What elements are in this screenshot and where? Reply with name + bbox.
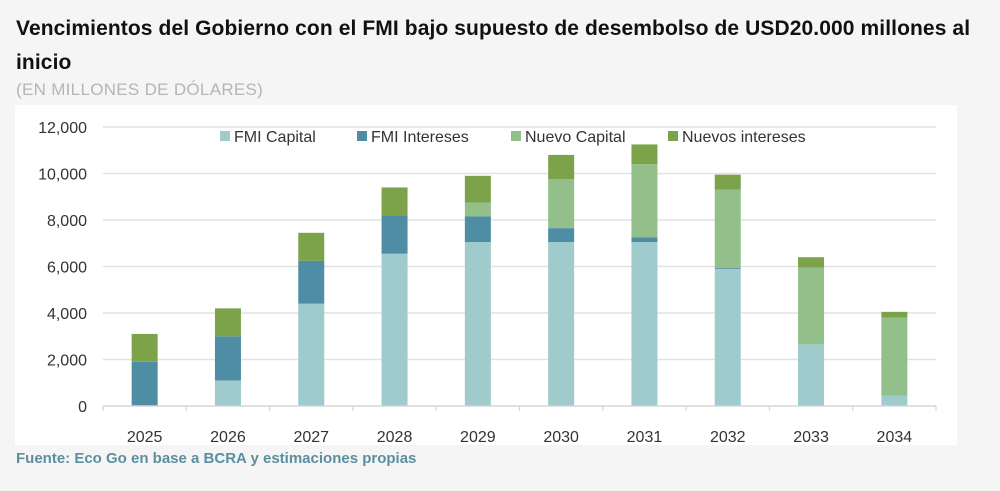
chart-title: Vencimientos del Gobierno con el FMI baj… (16, 17, 971, 74)
bar-nuevos-intereses-2029 (464, 175, 491, 203)
bar-fmi-intereses-2030 (548, 228, 575, 243)
x-tick-label: 2028 (377, 429, 413, 445)
bar-fmi-capital-2034 (881, 395, 908, 406)
x-tick-label: 2027 (293, 429, 329, 445)
bar-fmi-capital-2032 (714, 268, 741, 406)
bar-stack-2034 (881, 311, 908, 406)
bar-stack-2026 (214, 308, 241, 406)
bar-nuevo-capital-2030 (548, 179, 575, 229)
bar-nuevos-intereses-2031 (631, 144, 658, 165)
bar-stack-2030 (548, 154, 575, 406)
bar-nuevo-capital-2034 (881, 317, 908, 396)
legend-label: FMI Intereses (371, 129, 469, 146)
bar-fmi-capital-2029 (464, 242, 491, 406)
legend-swatch (511, 131, 521, 141)
gridlines (103, 126, 936, 361)
bar-nuevos-intereses-2028 (381, 187, 408, 216)
y-tick-label: 12,000 (38, 120, 87, 137)
x-tick-label: 2033 (793, 429, 829, 445)
bar-nuevos-intereses-2027 (298, 232, 325, 261)
bar-stack-2028 (381, 187, 408, 406)
bar-fmi-capital-2031 (631, 242, 658, 406)
bar-nuevos-intereses-2033 (798, 257, 825, 268)
x-tick-label: 2032 (710, 429, 746, 445)
chart-subtitle: (EN MILLONES DE DÓLARES) (16, 80, 264, 99)
bar-stack-2029 (464, 175, 491, 406)
bar-nuevo-capital-2031 (631, 164, 658, 238)
bar-stack-2027 (298, 232, 325, 406)
bar-nuevo-capital-2033 (798, 267, 825, 345)
bar-fmi-intereses-2029 (464, 216, 491, 243)
bar-fmi-intereses-2031 (631, 237, 658, 243)
bar-nuevos-intereses-2025 (131, 333, 158, 362)
y-axis: 0 2,000 4,000 6,000 8,000 10,000 12,000 (38, 120, 87, 416)
legend-item: FMI Capital (220, 129, 316, 146)
bar-stack-2033 (798, 257, 825, 406)
y-tick-label: 10,000 (38, 167, 87, 184)
bar-nuevos-intereses-2034 (881, 311, 908, 318)
bar-fmi-intereses-2027 (298, 260, 325, 304)
y-tick-label: 6,000 (47, 260, 87, 277)
legend-item: Nuevo Capital (511, 129, 626, 146)
legend: FMI Capital FMI Intereses Nuevo Capital Nue… (220, 129, 806, 146)
legend-swatch (668, 131, 678, 141)
bar-fmi-intereses-2025 (131, 361, 158, 406)
x-tick-label: 2025 (127, 429, 163, 445)
legend-label: Nuevos intereses (682, 129, 806, 146)
bar-fmi-capital-2033 (798, 344, 825, 406)
legend-swatch (220, 131, 230, 141)
bar-fmi-intereses-2026 (214, 336, 241, 381)
y-tick-label: 0 (78, 399, 87, 416)
y-tick-label: 4,000 (47, 306, 87, 323)
x-tick-label: 2029 (460, 429, 496, 445)
legend-swatch (357, 131, 367, 141)
bar-fmi-capital-2027 (298, 303, 325, 406)
bar-fmi-capital-2030 (548, 242, 575, 406)
source-note: Fuente: Eco Go en base a BCRA y estimaci… (16, 450, 417, 467)
x-tick-label: 2030 (543, 429, 579, 445)
x-tick-label: 2026 (210, 429, 246, 445)
bar-nuevos-intereses-2032 (714, 174, 741, 190)
bar-nuevo-capital-2032 (714, 189, 741, 268)
x-tick-label: 2031 (627, 429, 663, 445)
bar-fmi-intereses-2028 (381, 215, 408, 254)
chart-card: 0 2,000 4,000 6,000 8,000 10,000 12,000 2025 20… (15, 105, 957, 445)
legend-item: Nuevos intereses (668, 129, 806, 146)
bar-fmi-intereses-2032 (714, 267, 741, 269)
bar-stack-2025 (131, 333, 158, 406)
x-axis: 2025 2026 2027 2028 2029 2030 2031 2032 2033 2034 (102, 405, 937, 445)
bar-fmi-capital-2026 (214, 380, 241, 406)
y-tick-label: 2,000 (47, 353, 87, 370)
bar-nuevo-capital-2029 (464, 202, 491, 217)
bar-stack-2031 (631, 144, 658, 406)
legend-item: FMI Intereses (357, 129, 469, 146)
legend-label: Nuevo Capital (525, 129, 626, 146)
y-tick-label: 8,000 (47, 213, 87, 230)
x-tick-label: 2034 (877, 429, 913, 445)
bar-nuevos-intereses-2030 (548, 154, 575, 180)
bars (131, 144, 908, 406)
legend-label: FMI Capital (234, 129, 316, 146)
bar-stack-2032 (714, 174, 741, 406)
bar-nuevos-intereses-2026 (214, 308, 241, 337)
bar-fmi-capital-2028 (381, 253, 408, 406)
